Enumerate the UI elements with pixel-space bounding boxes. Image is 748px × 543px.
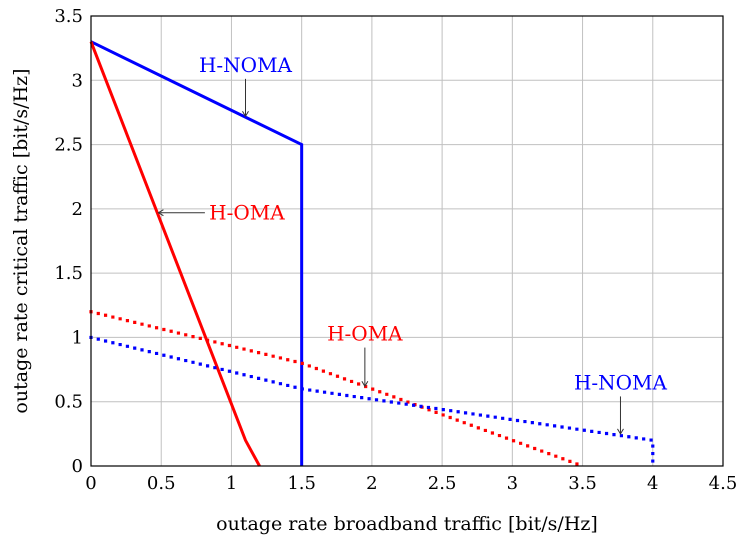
annotation-label: H-OMA	[209, 201, 285, 225]
series-line-h-oma-dotted	[89, 309, 585, 469]
tick-labels: 0 0.5 1 1.5 2 2.5 3 3.5 4 4.5 0 0.5 1 1.5 2 2.5 3 3.5	[54, 6, 737, 494]
y-tick-label: 1.5	[54, 263, 83, 284]
x-tick-label: 1	[226, 473, 237, 494]
series-line-h-noma-solid	[90, 40, 304, 466]
arrowhead-icon	[157, 209, 164, 217]
x-tick-label: 2	[366, 473, 377, 494]
grid	[90, 15, 724, 467]
annotations: H-NOMA H-OMA H-OMA H-NOMA	[157, 53, 668, 435]
x-axis-label: outage rate broadband traffic [bit/s/Hz]	[216, 513, 598, 535]
y-tick-label: 3.5	[54, 6, 83, 27]
series-line-h-oma-solid	[89, 41, 261, 467]
arrowhead-icon	[617, 428, 624, 435]
y-tick-label: 2	[72, 199, 83, 220]
x-tick-label: 0.5	[147, 473, 176, 494]
y-tick-label: 3	[72, 70, 83, 91]
x-tick-label: 2.5	[428, 473, 457, 494]
y-tick-label: 1	[72, 327, 83, 348]
x-tick-label: 1.5	[287, 473, 316, 494]
series-line-h-noma-dotted	[89, 335, 655, 468]
x-tick-label: 0	[85, 473, 96, 494]
y-tick-label: 0	[72, 456, 83, 477]
y-axis-label: outage rate critical traffic [bit/s/Hz]	[10, 68, 32, 413]
annotation-label: H-NOMA	[199, 53, 293, 77]
x-tick-label: 3	[507, 473, 518, 494]
x-tick-label: 4.5	[709, 473, 738, 494]
x-tick-label: 4	[647, 473, 658, 494]
annotation-label: H-NOMA	[574, 370, 668, 394]
x-tick-label: 3.5	[568, 473, 597, 494]
plot-frame	[90, 15, 724, 467]
series	[89, 40, 655, 469]
annotation-label: H-OMA	[327, 322, 403, 346]
y-tick-label: 2.5	[54, 135, 83, 156]
y-tick-label: 0.5	[54, 392, 83, 413]
arrowhead-icon	[361, 381, 369, 388]
arrowhead-icon	[242, 111, 249, 118]
